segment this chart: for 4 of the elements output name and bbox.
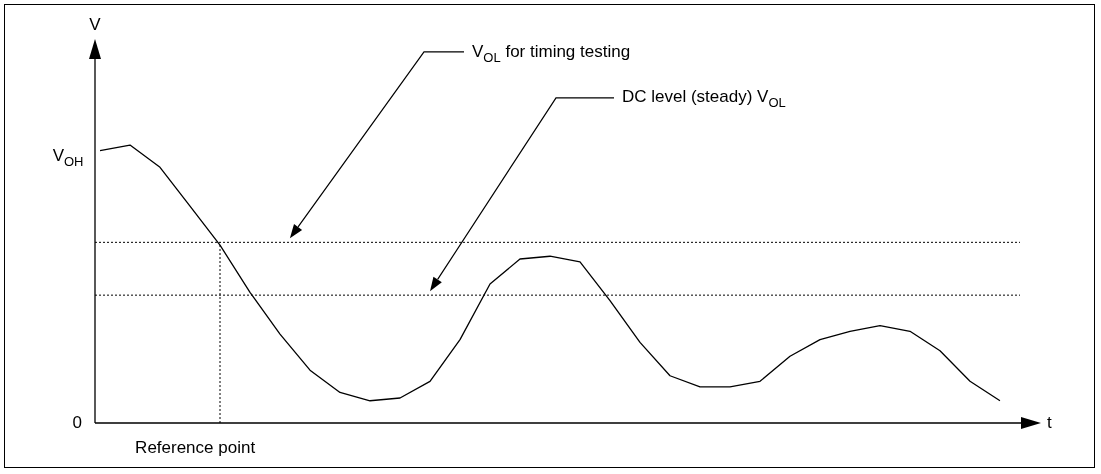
text: 0 bbox=[72, 412, 83, 432]
x-axis-title: t bbox=[1047, 412, 1052, 432]
text: Reference point bbox=[135, 437, 256, 457]
text: V bbox=[89, 15, 102, 35]
